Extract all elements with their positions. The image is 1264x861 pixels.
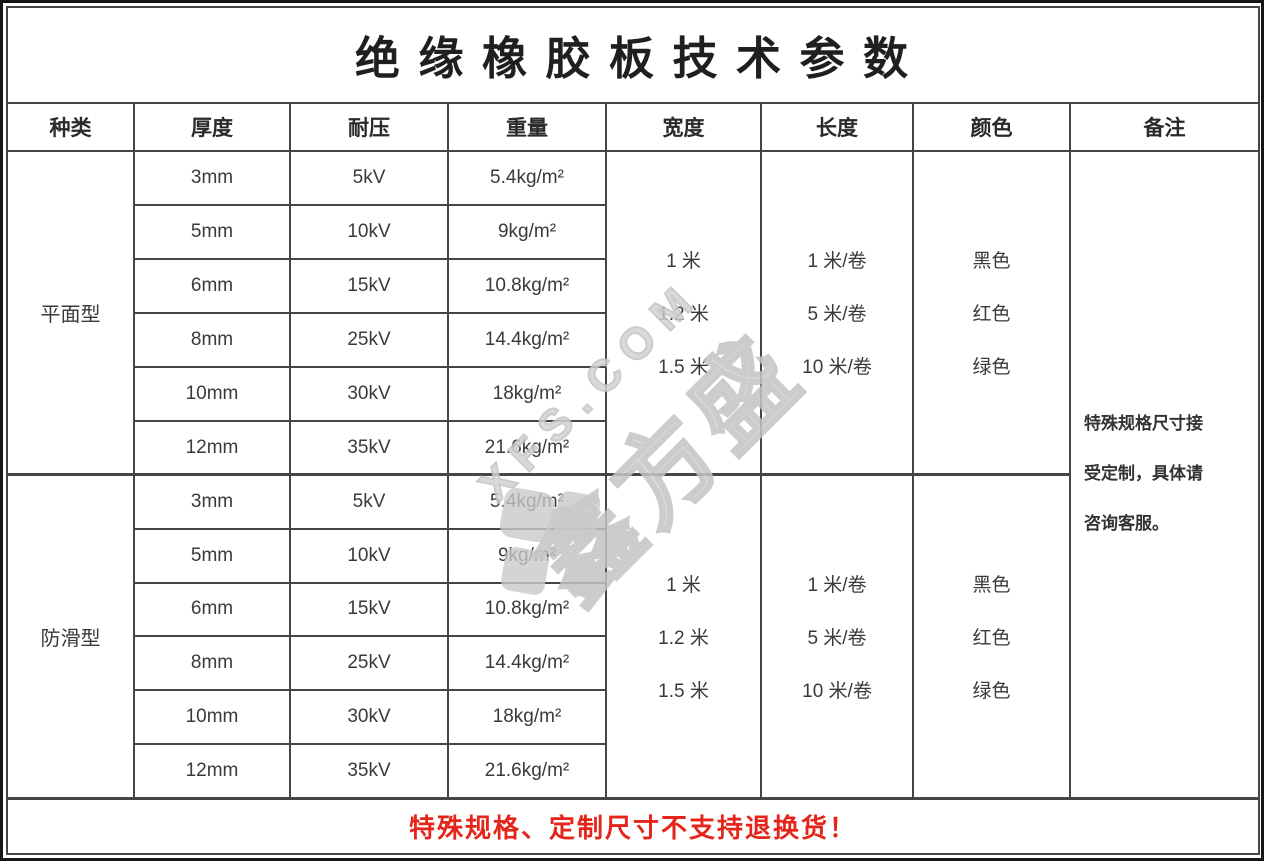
group-type-label: 防滑型 bbox=[6, 473, 135, 800]
table-row: 6mm 15kV 10.8kg/m² bbox=[7, 581, 1259, 638]
table-row: 平面型 3mm 5kV 5.4kg/m² 1 米 1.2 米 1.5 米 1 米… bbox=[6, 150, 1261, 800]
title-row: 绝 缘 橡 胶 板 技 术 参 数 bbox=[5, 6, 1261, 104]
table-row: 10mm 30kV 18kg/m² bbox=[7, 365, 1259, 422]
thickness-cell: 12mm bbox=[133, 419, 291, 476]
voltage-cell: 30kV bbox=[289, 365, 449, 422]
remark-line: 受定制，具体请 bbox=[1084, 464, 1203, 484]
color-option: 红色 bbox=[972, 304, 1011, 326]
voltage-cell: 25kV bbox=[289, 312, 449, 368]
length-option: 1 米/卷 bbox=[807, 251, 867, 273]
footer-notice-row: 特殊规格、定制尺寸不支持退换货！ bbox=[5, 796, 1261, 855]
weight-cell: 14.4kg/m² bbox=[447, 635, 607, 692]
width-option: 1.5 米 bbox=[658, 357, 709, 379]
column-header-type: 种类 bbox=[6, 101, 135, 153]
color-option: 绿色 bbox=[972, 357, 1011, 379]
thickness-cell: 5mm bbox=[133, 204, 291, 261]
length-options-cell: 1 米/卷 5 米/卷 10 米/卷 bbox=[760, 473, 914, 800]
weight-cell: 10.8kg/m² bbox=[447, 581, 607, 638]
table-row: 5mm 10kV 9kg/m² bbox=[7, 527, 1259, 584]
width-option: 1.5 米 bbox=[658, 680, 709, 702]
voltage-cell: 15kV bbox=[289, 581, 449, 638]
voltage-cell: 15kV bbox=[289, 258, 449, 315]
column-header-length: 长度 bbox=[760, 101, 914, 153]
voltage-cell: 10kV bbox=[289, 204, 449, 261]
weight-cell: 9kg/m² bbox=[447, 527, 607, 584]
color-option: 黑色 bbox=[972, 251, 1011, 273]
page-title: 绝 缘 橡 胶 板 技 术 参 数 bbox=[5, 6, 1261, 104]
width-option: 1 米 bbox=[666, 574, 701, 596]
column-header-color: 颜色 bbox=[912, 101, 1071, 153]
remark-cell: 特殊规格尺寸接 受定制，具体请 咨询客服。 bbox=[1068, 150, 1261, 800]
header-row: 种类 厚度 耐压 重量 宽度 长度 颜色 备注 bbox=[6, 101, 1261, 153]
length-option: 10 米/卷 bbox=[802, 680, 872, 702]
length-option: 5 米/卷 bbox=[807, 627, 867, 649]
remark-line: 咨询客服。 bbox=[1084, 514, 1169, 534]
weight-cell: 5.4kg/m² bbox=[447, 473, 607, 530]
table-row: 6mm 15kV 10.8kg/m² bbox=[7, 258, 1259, 315]
voltage-cell: 5kV bbox=[289, 473, 449, 530]
voltage-cell: 5kV bbox=[289, 150, 449, 207]
weight-cell: 5.4kg/m² bbox=[447, 150, 607, 207]
column-header-thickness: 厚度 bbox=[133, 101, 291, 153]
thickness-cell: 8mm bbox=[133, 312, 291, 368]
spec-table: 绝 缘 橡 胶 板 技 术 参 数 种类 厚度 耐压 重量 宽度 长度 颜色 备… bbox=[5, 6, 1261, 855]
width-options-cell: 1 米 1.2 米 1.5 米 bbox=[605, 150, 762, 476]
remark-line: 特殊规格尺寸接 bbox=[1084, 414, 1203, 434]
table-row: 10mm 30kV 18kg/m² bbox=[7, 689, 1259, 746]
weight-cell: 10.8kg/m² bbox=[447, 258, 607, 315]
weight-cell: 9kg/m² bbox=[447, 204, 607, 261]
width-option: 1.2 米 bbox=[658, 627, 709, 649]
column-header-width: 宽度 bbox=[605, 101, 762, 153]
table-row: 8mm 25kV 14.4kg/m² bbox=[7, 312, 1259, 368]
thickness-cell: 3mm bbox=[133, 473, 291, 530]
weight-cell: 21.6kg/m² bbox=[447, 419, 607, 476]
voltage-cell: 25kV bbox=[289, 635, 449, 692]
thickness-cell: 5mm bbox=[133, 527, 291, 584]
weight-cell: 18kg/m² bbox=[447, 689, 607, 746]
length-option: 5 米/卷 bbox=[807, 304, 867, 326]
color-option: 绿色 bbox=[972, 680, 1011, 702]
thickness-cell: 3mm bbox=[133, 150, 291, 207]
table-row: 12mm 35kV 21.6kg/m² bbox=[7, 743, 1259, 800]
weight-cell: 18kg/m² bbox=[447, 365, 607, 422]
voltage-cell: 10kV bbox=[289, 527, 449, 584]
thickness-cell: 6mm bbox=[133, 258, 291, 315]
table-row: 5mm 10kV 9kg/m² bbox=[7, 204, 1259, 261]
width-option: 1 米 bbox=[666, 251, 701, 273]
column-header-weight: 重量 bbox=[447, 101, 607, 153]
weight-cell: 14.4kg/m² bbox=[447, 312, 607, 368]
table-row: 12mm 35kV 21.6kg/m² bbox=[7, 419, 1259, 476]
voltage-cell: 35kV bbox=[289, 419, 449, 476]
column-header-remark: 备注 bbox=[1068, 101, 1261, 153]
color-options-cell: 黑色 红色 绿色 bbox=[912, 150, 1071, 476]
color-option: 红色 bbox=[972, 627, 1011, 649]
voltage-cell: 35kV bbox=[289, 743, 449, 800]
thickness-cell: 8mm bbox=[133, 635, 291, 692]
footer-notice: 特殊规格、定制尺寸不支持退换货！ bbox=[5, 796, 1261, 855]
group-type-label: 平面型 bbox=[6, 150, 135, 476]
color-option: 黑色 bbox=[972, 574, 1011, 596]
thickness-cell: 6mm bbox=[133, 581, 291, 638]
weight-cell: 21.6kg/m² bbox=[447, 743, 607, 800]
length-option: 1 米/卷 bbox=[807, 574, 867, 596]
color-options-cell: 黑色 红色 绿色 bbox=[912, 473, 1071, 800]
table-row: 8mm 25kV 14.4kg/m² bbox=[7, 635, 1259, 692]
thickness-cell: 10mm bbox=[133, 689, 291, 746]
width-option: 1.2 米 bbox=[658, 304, 709, 326]
thickness-cell: 10mm bbox=[133, 365, 291, 422]
width-options-cell: 1 米 1.2 米 1.5 米 bbox=[605, 473, 762, 800]
table-row: 防滑型 3mm 5kV 5.4kg/m² 1 米 1.2 米 1.5 米 1 米… bbox=[6, 473, 1259, 800]
length-option: 10 米/卷 bbox=[802, 357, 872, 379]
column-header-voltage: 耐压 bbox=[289, 101, 449, 153]
length-options-cell: 1 米/卷 5 米/卷 10 米/卷 bbox=[760, 150, 914, 476]
thickness-cell: 12mm bbox=[133, 743, 291, 800]
voltage-cell: 30kV bbox=[289, 689, 449, 746]
